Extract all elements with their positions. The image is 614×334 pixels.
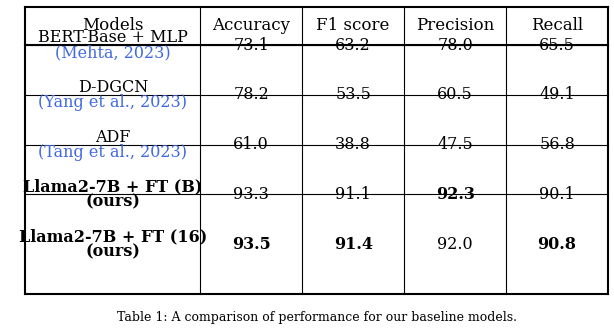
Text: Llama2-7B + FT (B): Llama2-7B + FT (B) <box>23 179 203 196</box>
Text: 38.8: 38.8 <box>335 136 371 153</box>
Text: (ours): (ours) <box>85 193 140 210</box>
Text: 61.0: 61.0 <box>233 136 269 153</box>
Text: Llama2-7B + FT (16): Llama2-7B + FT (16) <box>18 228 207 245</box>
Text: 53.5: 53.5 <box>335 87 371 104</box>
Text: 56.8: 56.8 <box>539 136 575 153</box>
Text: Recall: Recall <box>531 17 583 34</box>
Text: 93.5: 93.5 <box>231 236 271 253</box>
Text: 90.1: 90.1 <box>539 186 575 203</box>
Text: 49.1: 49.1 <box>539 87 575 104</box>
Text: 78.0: 78.0 <box>437 37 473 54</box>
Text: (ours): (ours) <box>85 243 140 260</box>
Text: 91.4: 91.4 <box>333 236 373 253</box>
Text: Precision: Precision <box>416 17 494 34</box>
Text: (Tang et al., 2023): (Tang et al., 2023) <box>38 144 187 161</box>
Text: F1 score: F1 score <box>316 17 390 34</box>
Text: 91.1: 91.1 <box>335 186 371 203</box>
Text: 93.3: 93.3 <box>233 186 269 203</box>
Text: 78.2: 78.2 <box>233 87 269 104</box>
Text: 73.1: 73.1 <box>233 37 269 54</box>
Text: Accuracy: Accuracy <box>212 17 290 34</box>
Text: (Yang et al., 2023): (Yang et al., 2023) <box>38 94 187 111</box>
Text: 60.5: 60.5 <box>437 87 473 104</box>
Text: Models: Models <box>82 17 144 34</box>
Text: 65.5: 65.5 <box>539 37 575 54</box>
Text: BERT-Base + MLP: BERT-Base + MLP <box>38 29 188 46</box>
Text: 47.5: 47.5 <box>437 136 473 153</box>
Text: (Mehta, 2023): (Mehta, 2023) <box>55 44 171 61</box>
Text: 90.8: 90.8 <box>538 236 577 253</box>
Text: D-DGCN: D-DGCN <box>77 79 148 96</box>
Text: 92.0: 92.0 <box>437 236 473 253</box>
Text: 63.2: 63.2 <box>335 37 371 54</box>
Text: 92.3: 92.3 <box>436 186 475 203</box>
Text: ADF: ADF <box>95 129 130 146</box>
Text: Table 1: A comparison of performance for our baseline models.: Table 1: A comparison of performance for… <box>117 311 517 324</box>
